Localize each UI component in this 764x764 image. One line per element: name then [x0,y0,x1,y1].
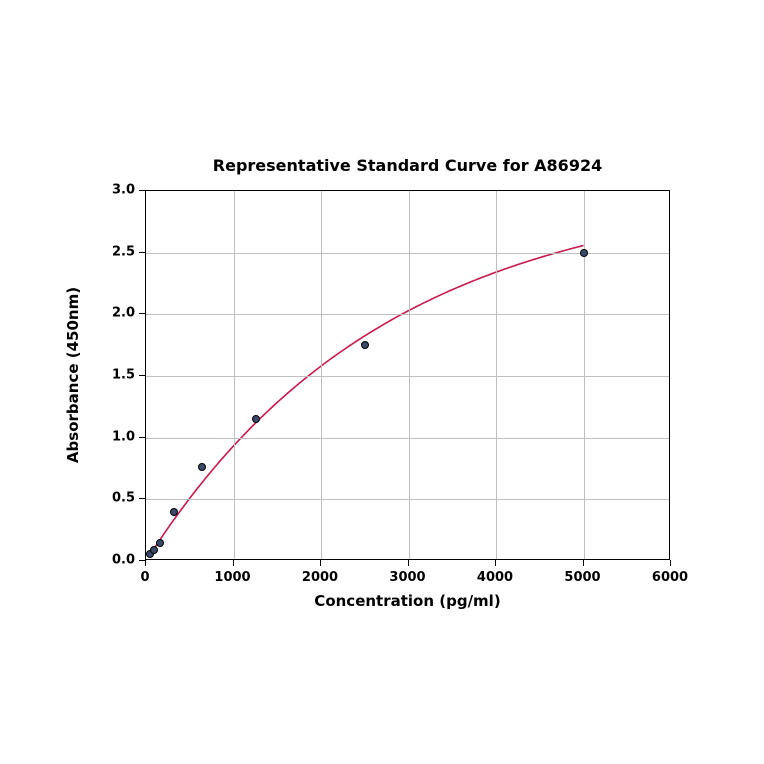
chart-title: Representative Standard Curve for A86924 [213,156,602,175]
y-tick-label: 1.0 [112,429,135,444]
chart-container: Representative Standard Curve for A86924… [0,0,764,764]
data-point [580,249,588,257]
data-point [361,341,369,349]
grid-line-horizontal [146,438,669,439]
y-tick-label: 1.5 [112,368,135,383]
x-tick [495,560,496,566]
x-tick [670,560,671,566]
grid-line-vertical [234,191,235,559]
x-tick-label: 0 [140,570,149,585]
data-point [198,463,206,471]
y-tick-label: 2.5 [112,244,135,259]
y-tick [139,498,145,499]
x-tick-label: 4000 [477,570,513,585]
x-tick-label: 1000 [214,570,250,585]
grid-line-vertical [584,191,585,559]
x-axis-label: Concentration (pg/ml) [314,592,500,610]
y-tick [139,313,145,314]
fitted-curve [150,245,584,555]
data-point [156,539,164,547]
x-tick [320,560,321,566]
data-point [252,415,260,423]
data-point [170,508,178,516]
y-axis-label: Absorbance (450nm) [64,287,82,463]
y-tick-label: 3.0 [112,183,135,198]
y-tick [139,375,145,376]
x-tick [145,560,146,566]
x-tick-label: 2000 [302,570,338,585]
grid-line-horizontal [146,314,669,315]
x-tick [408,560,409,566]
y-tick [139,437,145,438]
grid-line-vertical [321,191,322,559]
x-tick-label: 3000 [389,570,425,585]
y-tick [139,252,145,253]
x-tick-label: 6000 [652,570,688,585]
grid-line-horizontal [146,253,669,254]
data-point [150,546,158,554]
x-tick [233,560,234,566]
grid-line-vertical [496,191,497,559]
grid-line-horizontal [146,376,669,377]
plot-area [145,190,670,560]
y-tick [139,190,145,191]
y-tick-label: 2.0 [112,306,135,321]
y-tick-label: 0.5 [112,491,135,506]
grid-line-horizontal [146,499,669,500]
x-tick [583,560,584,566]
grid-line-vertical [409,191,410,559]
y-tick-label: 0.0 [112,553,135,568]
y-tick [139,560,145,561]
x-tick-label: 5000 [564,570,600,585]
